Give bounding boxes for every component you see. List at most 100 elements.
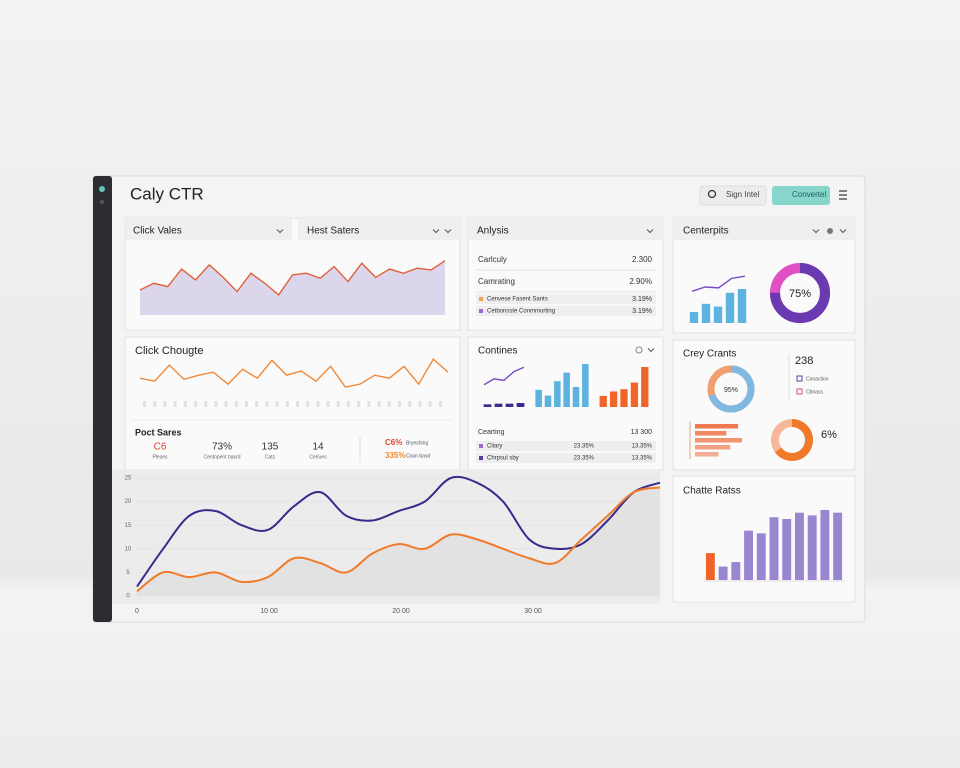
search-box[interactable] [699,185,767,206]
panel [124,336,461,471]
row-value: 13.35% [632,444,653,450]
bar [554,381,561,407]
bar [795,512,804,580]
row-dot [479,444,483,448]
bar [620,389,628,407]
panel-title: Click Chougte [135,345,203,357]
bar [725,292,735,323]
panel-header [298,218,460,240]
row-value: 13.35% [632,456,653,462]
donut [770,263,830,323]
tick-stub [285,401,289,407]
stat-value: 135 [262,442,279,453]
chevron[interactable] [646,229,654,234]
side-value: C6% [385,438,402,447]
stat-label: Pleses [152,454,168,460]
tick-stub [387,401,391,407]
tick-stub [143,401,146,407]
tick-stub [224,401,228,407]
tick-stub [377,401,381,407]
mini-line [483,366,525,386]
side-label: Coun basd [406,453,430,459]
primary-button[interactable] [772,186,830,205]
tick-stub [357,401,361,407]
donut-label: 95% [724,387,738,394]
tick-stub [428,401,432,407]
hbar [695,445,731,450]
settings-icon[interactable] [827,228,833,234]
tick-stub [296,401,299,407]
stat-value: 73% [212,442,232,453]
bar [807,515,817,580]
tick-stub [316,401,320,407]
panel-title: Hest Saters [307,226,359,237]
bar [563,372,570,407]
chevron[interactable] [432,229,440,234]
tick-stub [398,401,401,407]
chevron[interactable] [647,348,655,353]
y-tick-label: 20 [125,499,132,505]
row-label: Cenvese Fasent Sants [487,297,548,303]
stat-label: Cats [265,454,276,460]
chevron[interactable] [812,229,820,234]
bar [572,386,580,407]
row-dot [479,297,483,301]
hbar [695,424,739,429]
bar [641,367,649,407]
stat-value: 14 [312,442,324,453]
row-label: Chrpsul sby [487,456,519,462]
bar [737,289,747,323]
chevron[interactable] [276,229,284,234]
tick-stub [326,401,330,407]
chevron[interactable] [444,229,452,234]
bar [483,404,492,407]
menu-icon[interactable] [839,190,847,200]
donut-label: 6% [821,429,837,441]
x-tick-label: 30 00 [524,608,542,615]
bar [820,510,830,580]
tick-stub [245,401,248,407]
tick-stub [418,401,422,407]
area-line [139,260,446,296]
bar [630,382,639,407]
bar [731,562,741,580]
bar [718,566,728,580]
row-value: 3.19% [632,296,652,303]
row-label: Camrating [478,277,515,286]
bar [769,517,779,580]
panel-title: Anlysis [477,226,509,237]
panel-title: Click Vales [133,226,182,237]
tick-stub [438,401,442,407]
tick-stub [204,401,208,407]
x-tick-label: 20 00 [392,608,410,615]
hbar [695,431,727,436]
panel-header [468,218,663,240]
sidebar-icon[interactable] [100,200,104,204]
settings-icon[interactable] [635,346,643,354]
bar [689,312,699,323]
bar [701,303,711,323]
tick-stub [153,401,157,407]
donut-label: 75% [789,288,811,300]
bar [599,395,607,407]
panel-title: Centerpits [683,226,729,237]
hbar [695,452,719,457]
stats-title: Poct Sares [135,427,182,437]
trend-line [691,275,746,293]
row-band [476,441,656,451]
y-tick-label: 10 [125,546,132,552]
row-dot [479,456,483,460]
tick-stub [408,401,412,407]
bar [544,395,552,407]
chevron[interactable] [839,229,847,234]
stat-label: Centnpent basrd [204,454,241,460]
search-text: Sign Intel [726,190,760,199]
tick-stub [347,401,350,407]
tick-stub [255,401,259,407]
sidebar-icon[interactable] [99,186,105,192]
tick-stub [265,401,269,407]
bar [535,389,542,407]
row-label: Cliary [487,444,502,450]
area-fill-area [137,487,660,596]
tick-stub [336,401,340,407]
